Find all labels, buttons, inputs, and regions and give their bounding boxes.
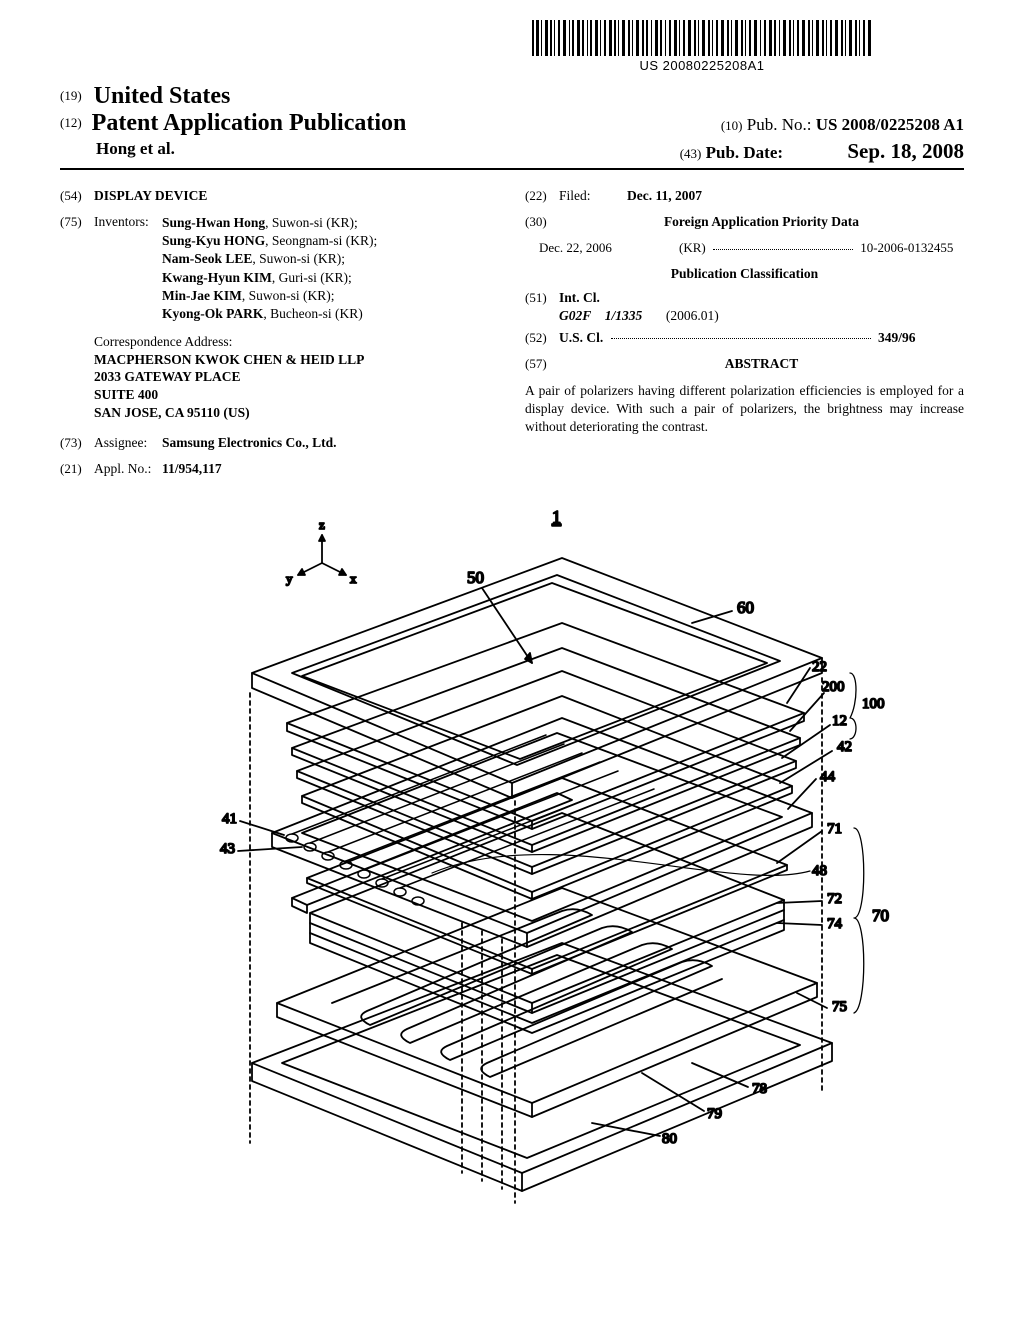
fig-label-80: 80 (662, 1131, 677, 1147)
pubdate-code: (43) (680, 146, 702, 161)
applno-value: 11/954,117 (162, 461, 222, 477)
barcode-block: US 20080225208A1 (440, 20, 964, 75)
priority-country: (KR) (679, 240, 706, 255)
pubno-label: Pub. No.: (747, 115, 812, 134)
abstract-text: A pair of polarizers having different po… (525, 382, 964, 437)
assignee-code: (73) (60, 435, 94, 451)
inventors-list: Sung-Hwan Hong, Suwon-si (KR);Sung-Kyu H… (162, 214, 377, 323)
fig-label-79: 79 (707, 1106, 722, 1122)
intcl-class: G02F (559, 308, 591, 323)
fig-label-200: 200 (822, 679, 845, 695)
foreign-code: (30) (525, 214, 559, 230)
fig-label-44: 44 (820, 769, 836, 785)
pubdate-label: Pub. Date: (706, 143, 783, 162)
uscl-value: 349/96 (878, 330, 916, 345)
filed-code: (22) (525, 188, 559, 204)
header-country-text: United States (94, 83, 231, 109)
header-doc-type: Patent Application Publication (92, 110, 407, 136)
intcl-code: (51) (525, 290, 559, 306)
fig-label-41: 41 (222, 811, 237, 827)
title-code: (54) (60, 188, 94, 204)
axis-x: x (350, 571, 357, 586)
fig-label-43: 43 (220, 841, 235, 857)
applno-code: (21) (60, 461, 94, 477)
fig-label-78: 78 (752, 1081, 767, 1097)
pubno-value: US 2008/0225208 A1 (816, 115, 964, 134)
uscl-code: (52) (525, 330, 559, 346)
intcl-label: Int. Cl. (559, 290, 964, 306)
header-code-19: (19) (60, 88, 82, 103)
fig-label-42: 42 (837, 739, 852, 755)
barcode-text: US 20080225208A1 (532, 58, 872, 73)
fig-label-74: 74 (827, 916, 843, 932)
fig-label-71: 71 (827, 821, 842, 837)
header-code-12: (12) (60, 115, 82, 130)
pubno-code: (10) (721, 118, 743, 133)
dotted-leader (713, 249, 853, 250)
intcl-date: (2006.01) (666, 308, 719, 323)
assignee-value: Samsung Electronics Co., Ltd. (162, 435, 337, 451)
intcl-sub: 1/1335 (605, 308, 643, 323)
fig-label-75: 75 (832, 999, 847, 1015)
fig-label-50: 50 (467, 568, 484, 587)
priority-number: 10-2006-0132455 (860, 240, 953, 255)
pubdate-value: Sep. 18, 2008 (847, 139, 964, 163)
abstract-heading: ABSTRACT (559, 356, 964, 372)
right-column: (22) Filed: Dec. 11, 2007 (30) Foreign A… (525, 188, 964, 487)
inventors-label: Inventors: (94, 214, 162, 323)
foreign-heading: Foreign Application Priority Data (559, 214, 964, 230)
correspondence-address: MACPHERSON KWOK CHEN & HEID LLP2033 GATE… (94, 351, 499, 421)
uscl-label: U.S. Cl. (559, 330, 603, 345)
fig-label-22: 22 (812, 659, 827, 675)
axis-z: z (319, 517, 325, 532)
header-authors: Hong et al. (60, 139, 680, 164)
left-column: (54) DISPLAY DEVICE (75) Inventors: Sung… (60, 188, 499, 487)
inventors-code: (75) (60, 214, 94, 323)
priority-date: Dec. 22, 2006 (525, 240, 679, 256)
fig-label-100: 100 (862, 696, 885, 712)
filed-value: Dec. 11, 2007 (627, 188, 702, 204)
applno-label: Appl. No.: (94, 461, 162, 477)
correspondence-label: Correspondence Address: (94, 333, 499, 351)
pubclass-heading: Publication Classification (525, 266, 964, 282)
abstract-code: (57) (525, 356, 559, 372)
dotted-leader-2 (611, 338, 871, 339)
invention-title: DISPLAY DEVICE (94, 188, 499, 204)
fig-ref-1: 1 (552, 507, 561, 527)
filed-label: Filed: (559, 188, 627, 204)
barcode-svg (532, 20, 872, 56)
fig-label-48: 48 (812, 863, 827, 879)
fig-label-12: 12 (832, 713, 847, 729)
fig-label-70: 70 (872, 906, 889, 925)
fig-label-72: 72 (827, 891, 842, 907)
fig-label-60: 60 (737, 598, 754, 617)
axis-y: y (286, 571, 293, 586)
assignee-label: Assignee: (94, 435, 162, 451)
header-country: (19) United States (60, 83, 964, 110)
patent-figure: 1 z x y (60, 503, 964, 1228)
